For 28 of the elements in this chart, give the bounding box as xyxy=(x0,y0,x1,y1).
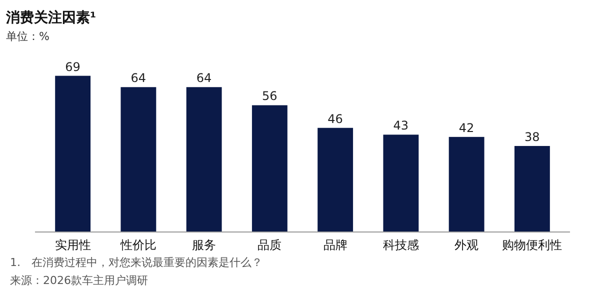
data-label: 56 xyxy=(262,89,278,104)
data-label: 46 xyxy=(328,112,343,126)
x-tick-label: 服务 xyxy=(192,238,216,252)
chart-subtitle: 单位：% xyxy=(6,30,50,43)
bar xyxy=(318,128,354,232)
data-label: 38 xyxy=(524,130,540,144)
bar xyxy=(448,136,484,232)
bar xyxy=(383,134,419,232)
data-label: 42 xyxy=(458,120,474,135)
text: 1. 在消费过程中，对您来说最重要的因素是什么？ xyxy=(10,256,262,269)
data-label: 64 xyxy=(130,71,146,86)
x-tick-label: 品质 xyxy=(258,238,282,252)
bar xyxy=(514,146,550,232)
data-label: 43 xyxy=(393,118,409,133)
x-tick-label: 购物便利性 xyxy=(502,238,562,252)
bar xyxy=(55,76,91,232)
x-tick-label: 性价比 xyxy=(119,238,156,252)
x-tick-label: 外观 xyxy=(454,238,479,252)
data-label: 64 xyxy=(196,71,212,86)
chart-title: 消费关注因素¹ xyxy=(5,9,96,26)
x-tick-label: 品牌 xyxy=(323,238,348,252)
source-note: 来源：2026款车主用户调研 xyxy=(10,274,148,287)
x-tick-label: 实用性 xyxy=(54,238,91,252)
data-label: 69 xyxy=(65,60,80,74)
x-tick-label: 科技感 xyxy=(382,238,419,252)
bar xyxy=(252,105,288,232)
bar xyxy=(186,87,222,232)
bar xyxy=(120,87,156,232)
